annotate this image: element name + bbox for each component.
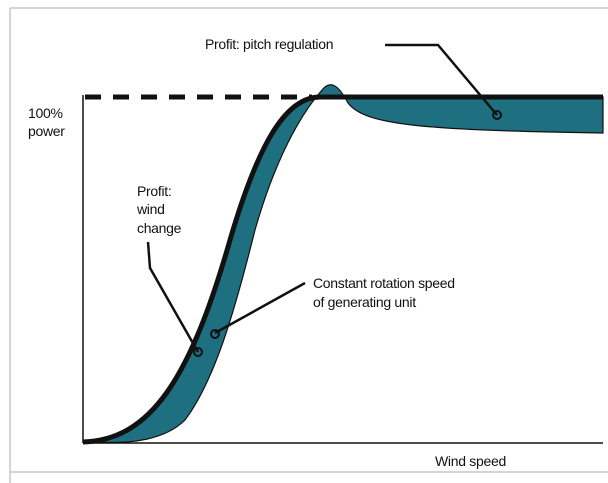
pointer-dot [210,329,220,339]
power-curve [82,94,603,445]
annotation: Profit: pitch regulation [205,36,333,52]
pointer-dot [492,110,502,120]
x-axis-label: Wind speed [435,453,506,469]
annotation: change [137,220,182,236]
annotation: Constant rotation speed [313,275,455,291]
y-axis-label: power [28,123,65,139]
annotation: wind [136,201,165,217]
annotation: Profit: [137,183,171,199]
pointer-rotation [214,281,306,335]
pointer-pitch [385,43,498,116]
annotation: of generating unit [313,294,416,310]
y-axis-label: 100% [28,105,63,121]
pointer-wind [146,241,200,353]
pointer-dot [193,347,203,357]
